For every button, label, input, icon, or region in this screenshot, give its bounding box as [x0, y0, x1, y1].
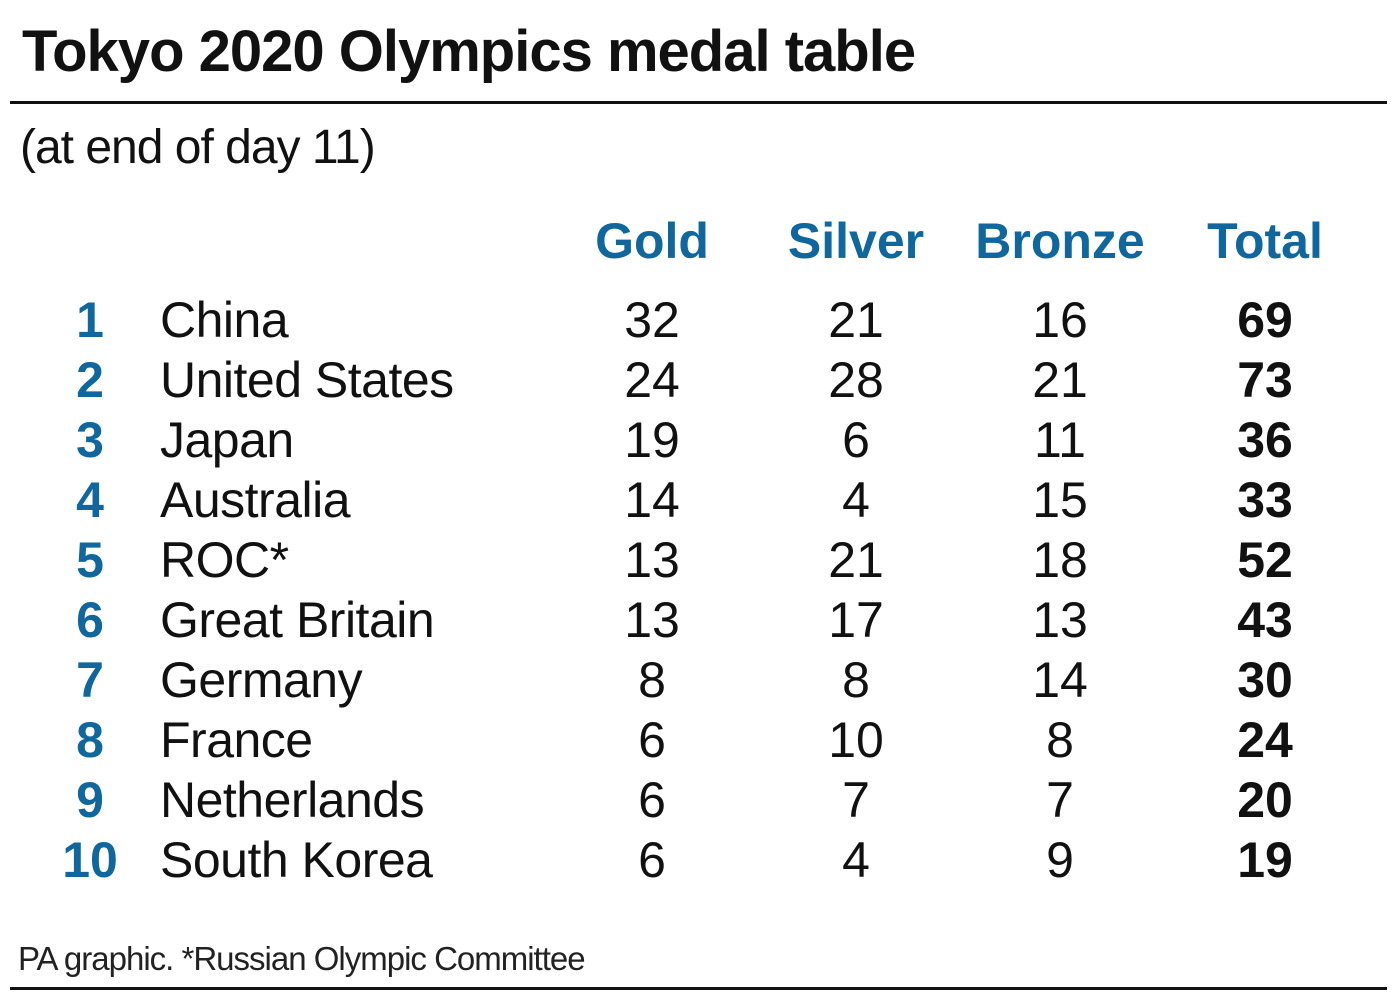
country-cell: Netherlands — [160, 772, 425, 828]
bronze-cell: 14 — [1032, 652, 1088, 708]
header-gold: Gold — [595, 213, 709, 269]
total-cell: 69 — [1237, 292, 1293, 348]
total-cell: 30 — [1237, 652, 1293, 708]
silver-cell: 8 — [842, 652, 870, 708]
table-row: 4 Australia 14 4 15 33 — [0, 470, 1397, 530]
table-row: 5 ROC* 13 21 18 52 — [0, 530, 1397, 590]
rank-cell: 4 — [76, 472, 104, 528]
total-cell: 52 — [1237, 532, 1293, 588]
gold-cell: 14 — [624, 472, 680, 528]
country-cell: ROC* — [160, 532, 289, 588]
bronze-cell: 13 — [1032, 592, 1088, 648]
silver-cell: 4 — [842, 832, 870, 888]
total-cell: 33 — [1237, 472, 1293, 528]
country-cell: France — [160, 712, 313, 768]
rank-cell: 5 — [76, 532, 104, 588]
rank-cell: 9 — [76, 772, 104, 828]
table-row: 8 France 6 10 8 24 — [0, 710, 1397, 770]
country-cell: Great Britain — [160, 592, 435, 648]
table-row: 3 Japan 19 6 11 36 — [0, 410, 1397, 470]
header-total: Total — [1207, 213, 1323, 269]
silver-cell: 17 — [828, 592, 884, 648]
table-row: 2 United States 24 28 21 73 — [0, 350, 1397, 410]
total-cell: 43 — [1237, 592, 1293, 648]
country-cell: China — [160, 292, 289, 348]
header-bronze: Bronze — [975, 213, 1145, 269]
rank-cell: 6 — [76, 592, 104, 648]
table-row: 9 Netherlands 6 7 7 20 — [0, 770, 1397, 830]
total-cell: 20 — [1237, 772, 1293, 828]
rank-cell: 1 — [76, 292, 104, 348]
table-row: 1 China 32 21 16 69 — [0, 290, 1397, 350]
bronze-cell: 9 — [1046, 832, 1074, 888]
gold-cell: 19 — [624, 412, 680, 468]
gold-cell: 32 — [624, 292, 680, 348]
total-cell: 36 — [1237, 412, 1293, 468]
gold-cell: 6 — [638, 712, 666, 768]
footer-divider — [10, 987, 1387, 990]
bronze-cell: 18 — [1032, 532, 1088, 588]
total-cell: 73 — [1237, 352, 1293, 408]
total-cell: 19 — [1237, 832, 1293, 888]
country-cell: Germany — [160, 652, 363, 708]
country-cell: Japan — [160, 412, 294, 468]
table-row: 10 South Korea 6 4 9 19 — [0, 830, 1397, 890]
rank-cell: 3 — [76, 412, 104, 468]
gold-cell: 6 — [638, 832, 666, 888]
rank-cell: 2 — [76, 352, 104, 408]
title-divider — [10, 101, 1387, 104]
table-row: 6 Great Britain 13 17 13 43 — [0, 590, 1397, 650]
silver-cell: 21 — [828, 292, 884, 348]
gold-cell: 6 — [638, 772, 666, 828]
total-cell: 24 — [1237, 712, 1293, 768]
silver-cell: 10 — [828, 712, 884, 768]
subtitle: (at end of day 11) — [20, 121, 376, 174]
country-cell: Australia — [160, 472, 351, 528]
silver-cell: 28 — [828, 352, 884, 408]
gold-cell: 24 — [624, 352, 680, 408]
rank-cell: 8 — [76, 712, 104, 768]
bronze-cell: 7 — [1046, 772, 1074, 828]
bronze-cell: 16 — [1032, 292, 1088, 348]
silver-cell: 6 — [842, 412, 870, 468]
silver-cell: 7 — [842, 772, 870, 828]
rank-cell: 10 — [62, 832, 118, 888]
header-silver: Silver — [787, 213, 925, 269]
bronze-cell: 15 — [1032, 472, 1088, 528]
footer-note: PA graphic. *Russian Olympic Committee — [18, 940, 586, 977]
page-title: Tokyo 2020 Olympics medal table — [22, 19, 916, 84]
country-cell: United States — [160, 352, 454, 408]
gold-cell: 13 — [624, 532, 680, 588]
gold-cell: 8 — [638, 652, 666, 708]
rank-cell: 7 — [76, 652, 104, 708]
silver-cell: 21 — [828, 532, 884, 588]
bronze-cell: 21 — [1032, 352, 1088, 408]
country-cell: South Korea — [160, 832, 433, 888]
silver-cell: 4 — [842, 472, 870, 528]
bronze-cell: 11 — [1034, 412, 1086, 468]
gold-cell: 13 — [624, 592, 680, 648]
bronze-cell: 8 — [1046, 712, 1074, 768]
table-row: 7 Germany 8 8 14 30 — [0, 650, 1397, 710]
